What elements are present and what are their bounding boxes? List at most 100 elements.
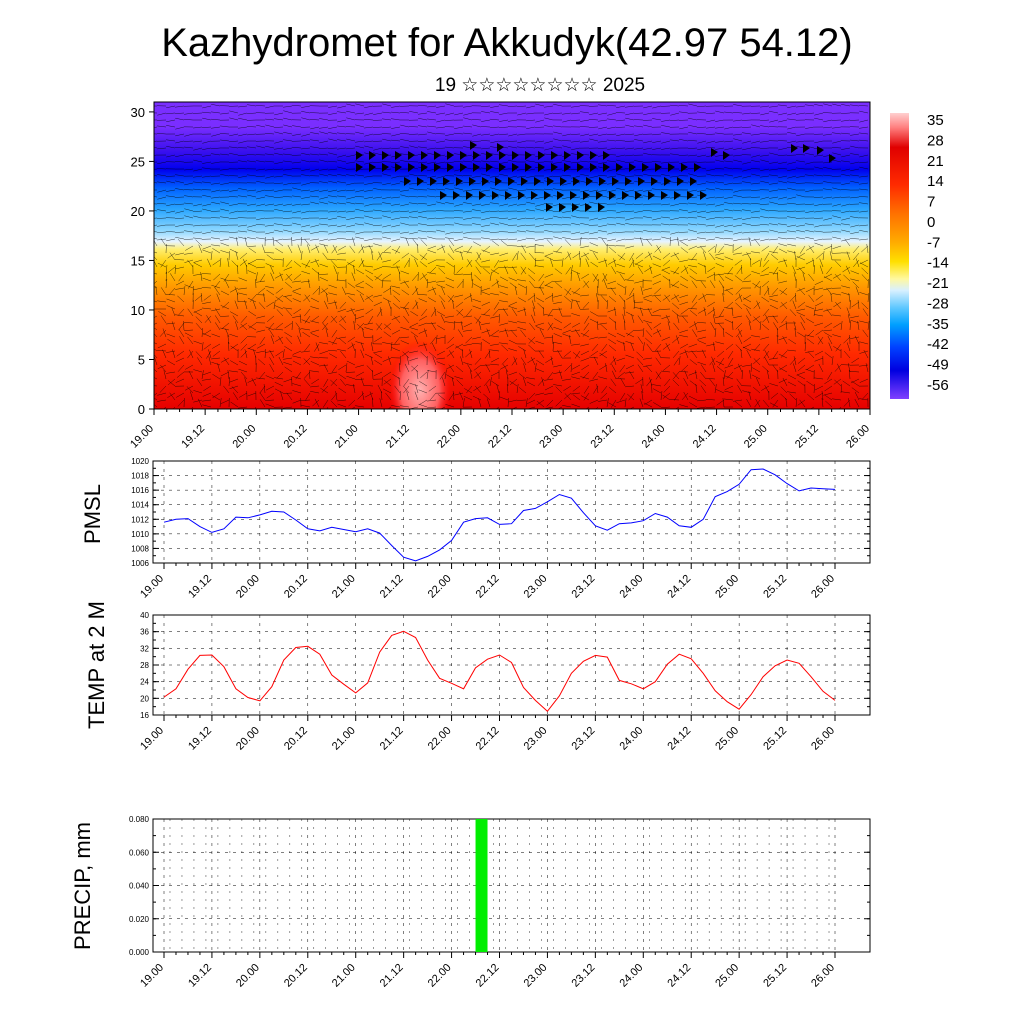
wind-barb bbox=[544, 273, 554, 278]
wind-barb bbox=[787, 349, 797, 352]
wind-barb bbox=[220, 139, 230, 142]
wind-barb bbox=[414, 335, 419, 345]
wind-barb bbox=[589, 126, 599, 128]
x-tick-label: 25.00 bbox=[742, 423, 770, 451]
x-tick-label: 22.00 bbox=[435, 423, 463, 451]
wind-barb bbox=[787, 196, 797, 200]
wind-barb bbox=[541, 377, 545, 387]
wind-barb bbox=[535, 340, 545, 345]
wind-flag bbox=[817, 146, 824, 155]
wind-barb bbox=[526, 230, 536, 233]
wind-barb bbox=[631, 314, 635, 324]
wind-barb bbox=[474, 259, 482, 268]
wind-barb bbox=[769, 210, 779, 212]
wind-barb bbox=[646, 238, 653, 247]
wind-barb bbox=[526, 377, 536, 380]
wind-barb bbox=[411, 364, 419, 372]
wind-barb bbox=[259, 392, 266, 401]
wind-barb bbox=[817, 336, 824, 345]
wind-barb bbox=[634, 230, 644, 233]
wind-barb bbox=[715, 110, 725, 114]
wind-flag bbox=[629, 163, 636, 172]
wind-barb bbox=[553, 175, 563, 178]
wind-barb bbox=[301, 405, 311, 408]
wind-barb bbox=[439, 371, 446, 380]
wind-barb bbox=[553, 371, 563, 375]
wind-barb bbox=[220, 238, 230, 241]
wind-barb bbox=[608, 387, 617, 394]
wind-barb bbox=[283, 392, 293, 394]
wind-barb bbox=[794, 251, 797, 261]
wind-barb bbox=[457, 329, 464, 338]
wind-barb bbox=[535, 252, 545, 254]
wind-barb bbox=[654, 245, 662, 253]
wind-barb bbox=[571, 299, 581, 303]
wind-barb bbox=[514, 286, 518, 296]
wind-barb bbox=[337, 111, 347, 114]
wind-barb bbox=[301, 159, 311, 163]
wind-barb bbox=[328, 174, 338, 177]
wind-flag bbox=[590, 151, 597, 160]
wind-barb bbox=[679, 161, 689, 164]
wind-barb bbox=[743, 336, 752, 343]
wind-barb bbox=[722, 398, 725, 408]
wind-barb bbox=[832, 196, 842, 199]
wind-barb bbox=[319, 201, 329, 205]
wind-barb bbox=[184, 385, 194, 391]
wind-barb bbox=[175, 188, 185, 191]
wind-barb bbox=[562, 216, 572, 219]
wind-barb bbox=[501, 344, 509, 352]
x-tick-label: 21.12 bbox=[378, 573, 406, 601]
wind-barb bbox=[427, 259, 437, 265]
wind-barb bbox=[694, 370, 698, 380]
wind-barb bbox=[376, 322, 383, 331]
y-tick-label: 0.020 bbox=[129, 915, 150, 924]
wind-barb bbox=[692, 329, 698, 338]
wind-barb bbox=[652, 294, 662, 297]
wind-barb bbox=[340, 350, 347, 359]
wind-barb bbox=[714, 328, 717, 338]
wind-barb bbox=[231, 260, 239, 268]
wind-barb bbox=[391, 210, 401, 213]
wind-barb bbox=[837, 363, 842, 373]
wind-barb bbox=[796, 105, 806, 108]
wind-barb bbox=[571, 376, 581, 380]
wind-barb bbox=[652, 147, 662, 150]
wind-barb bbox=[842, 266, 851, 273]
wind-barb bbox=[175, 133, 185, 137]
wind-barb bbox=[812, 258, 815, 268]
wind-barb bbox=[166, 112, 176, 115]
wind-barb bbox=[436, 357, 446, 360]
wind-barb bbox=[292, 161, 302, 164]
wind-barb bbox=[364, 189, 374, 192]
colorbar-label: -49 bbox=[927, 357, 949, 374]
wind-barb bbox=[337, 308, 347, 313]
wind-barb bbox=[318, 272, 320, 282]
wind-barb bbox=[760, 154, 770, 157]
precip-bar bbox=[475, 819, 488, 952]
wind-barb bbox=[715, 236, 725, 240]
wind-barb bbox=[337, 159, 347, 163]
wind-barb bbox=[229, 217, 239, 220]
wind-barb bbox=[274, 152, 284, 156]
wind-barb bbox=[762, 259, 770, 268]
wind-barb bbox=[202, 273, 212, 275]
wind-barb bbox=[850, 224, 860, 228]
wind-barb bbox=[672, 372, 680, 380]
wind-barb bbox=[211, 133, 221, 137]
wind-barb bbox=[807, 351, 815, 359]
wind-barb bbox=[765, 314, 770, 324]
wind-barb bbox=[167, 378, 176, 386]
wind-barb bbox=[234, 300, 239, 310]
wind-barb bbox=[328, 132, 338, 135]
wind-barb bbox=[346, 182, 356, 186]
wind-flag bbox=[525, 151, 532, 160]
wind-barb bbox=[796, 154, 806, 156]
wind-barb bbox=[175, 236, 185, 240]
wind-barb bbox=[616, 119, 626, 122]
wind-barb bbox=[319, 238, 329, 242]
wind-barb bbox=[697, 231, 707, 234]
wind-barb bbox=[518, 373, 527, 380]
wind-barb bbox=[310, 245, 320, 251]
wind-barb bbox=[184, 195, 194, 198]
